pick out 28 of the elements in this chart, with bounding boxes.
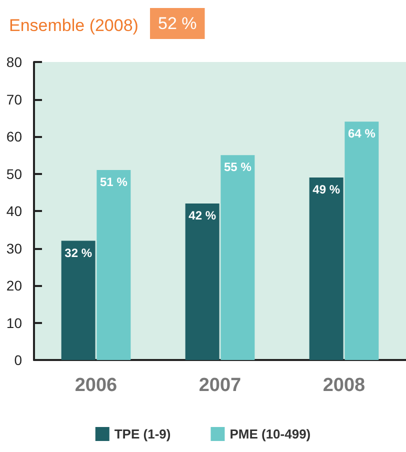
data-label: 49 % (312, 182, 340, 196)
legend-label: PME (10-499) (230, 426, 311, 442)
bar (96, 170, 131, 360)
y-tick-label: 50 (6, 166, 22, 182)
data-label: 55 % (224, 160, 252, 174)
y-tick-label: 60 (6, 128, 22, 144)
y-tick-label: 20 (6, 278, 22, 294)
text: 52 % (158, 14, 197, 33)
chart-title: Ensemble (2008) (9, 16, 138, 35)
y-tick-label: 10 (6, 314, 22, 331)
data-label: 42 % (188, 208, 216, 223)
bar (220, 155, 255, 360)
y-tick-label: 80 (6, 54, 22, 70)
x-tick-label: 2008 (322, 375, 366, 396)
bar (344, 122, 379, 360)
data-label: 51 % (100, 175, 128, 190)
data-label: 64 % (348, 126, 376, 141)
x-tick-label: 2007 (198, 375, 242, 396)
y-tick-label: 30 (6, 240, 22, 256)
y-tick-label: 0 (14, 352, 22, 368)
legend-label: TPE (1-9) (114, 426, 171, 442)
bar (185, 204, 220, 360)
data-label: 32 % (64, 246, 92, 260)
y-tick-label: 40 (6, 203, 22, 219)
y-tick-label: 70 (6, 91, 22, 108)
x-tick-label: 2006 (74, 375, 118, 396)
bar (61, 240, 96, 360)
bar (309, 177, 344, 360)
